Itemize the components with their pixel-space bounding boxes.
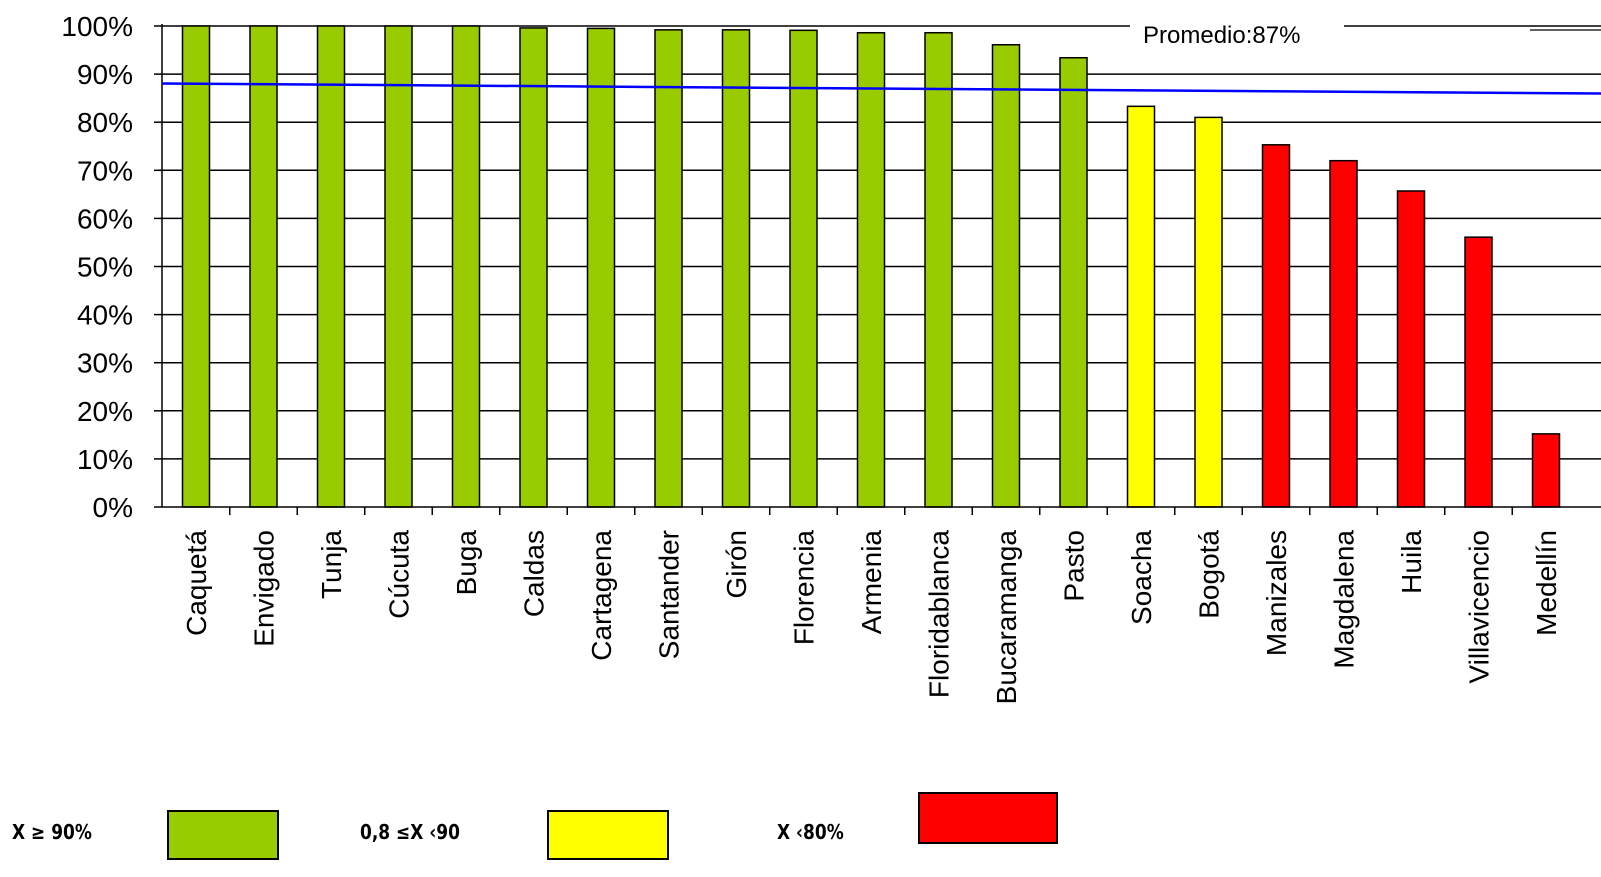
bar <box>1194 116 1223 508</box>
y-tick-label: 40% <box>77 300 133 331</box>
bar <box>316 25 346 508</box>
category-label: Girón <box>721 530 752 598</box>
bar <box>1464 236 1493 508</box>
category-label: Cartagena <box>586 530 617 661</box>
bar <box>249 25 278 508</box>
category-label: Santander <box>654 530 685 659</box>
category-label: Soacha <box>1126 530 1157 625</box>
category-label: Cúcuta <box>384 530 415 619</box>
bar <box>451 25 481 508</box>
legend-label-green: X ≥ 90% <box>12 820 92 844</box>
bar-chart: 0% 10% 20% 30% 40% 50% 60% 70% 80% 90% 100% Caquet… <box>61 11 1601 705</box>
bar <box>181 25 211 508</box>
bar <box>1126 105 1156 508</box>
category-label: Bucaramanga <box>991 530 1022 705</box>
legend-swatch-green <box>167 810 279 860</box>
bar <box>856 31 886 508</box>
category-label: Caquetá <box>181 530 212 636</box>
average-line-group: Promedio:87% <box>161 14 1601 95</box>
bars <box>181 25 1561 508</box>
category-label: Tunja <box>316 530 347 599</box>
y-tick-label: 80% <box>77 107 133 138</box>
legend-label-red: X ‹80% <box>777 820 844 844</box>
bar <box>654 29 683 508</box>
legend: X ≥ 90% 0,8 ≤X ‹90 X ‹80% <box>0 780 1601 877</box>
category-label: Envigado <box>249 530 280 647</box>
average-label-background <box>1130 14 1344 54</box>
category-label: Magdalena <box>1329 530 1360 669</box>
bar <box>991 44 1021 508</box>
axes <box>161 24 1601 515</box>
category-label: Villavicencio <box>1464 530 1495 684</box>
y-tick-label: 10% <box>77 444 133 475</box>
bar <box>1329 159 1358 508</box>
bar <box>924 31 953 508</box>
category-label: Medellín <box>1531 530 1562 636</box>
y-tick-label: 90% <box>77 59 133 90</box>
bar <box>1261 144 1291 508</box>
legend-label-yellow: 0,8 ≤X ‹90 <box>360 820 460 844</box>
y-tick-label: 100% <box>61 11 133 42</box>
category-label: Pasto <box>1059 530 1090 602</box>
y-tick-label: 0% <box>93 492 133 523</box>
category-label: Buga <box>451 530 482 596</box>
y-tick-label: 30% <box>77 348 133 379</box>
bar <box>519 27 548 508</box>
y-axis-ticks: 0% 10% 20% 30% 40% 50% 60% 70% 80% 90% 100% <box>61 11 162 523</box>
y-tick-label: 20% <box>77 396 133 427</box>
bar <box>789 29 818 508</box>
category-label: Florencia <box>789 530 820 646</box>
y-tick-label: 50% <box>77 252 133 283</box>
legend-swatch-red <box>918 792 1058 844</box>
bar <box>586 27 616 508</box>
bar <box>384 25 413 508</box>
category-label: Caldas <box>519 530 550 617</box>
bar <box>1059 56 1088 508</box>
average-line <box>161 82 1601 95</box>
bar <box>1531 433 1561 508</box>
bar <box>1396 190 1426 508</box>
category-label: Bogotá <box>1194 530 1225 619</box>
y-tick-label: 70% <box>77 155 133 186</box>
category-label: Armenia <box>856 530 887 635</box>
average-label: Promedio:87% <box>1143 22 1300 49</box>
bar <box>721 29 751 508</box>
x-axis-categories: Caquetá Envigado Tunja Cúcuta Buga Caldas Cart… <box>181 530 1562 705</box>
category-label: Manizales <box>1261 530 1292 656</box>
legend-swatch-yellow <box>547 810 669 860</box>
category-label: Floridablanca <box>924 530 955 699</box>
category-label: Huila <box>1396 530 1427 594</box>
y-tick-label: 60% <box>77 203 133 234</box>
